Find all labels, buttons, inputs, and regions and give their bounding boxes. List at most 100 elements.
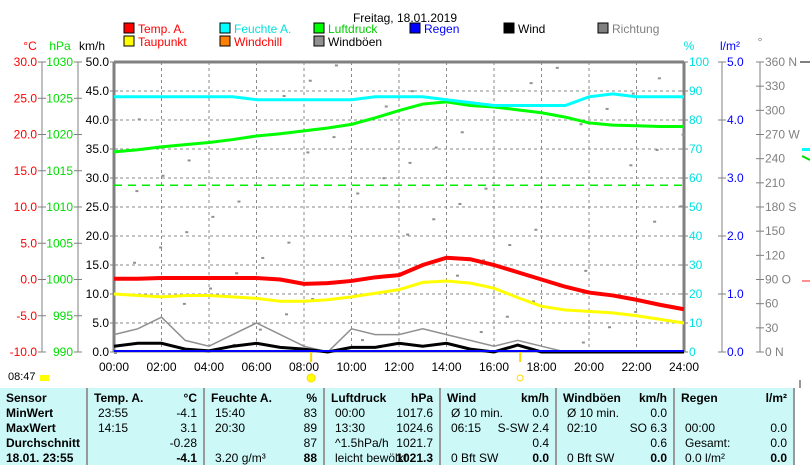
direction-mark <box>133 262 136 264</box>
table-row: MinWert <box>6 406 80 421</box>
direction-mark <box>456 275 459 277</box>
x-tick-label: 08:00 <box>289 360 319 374</box>
legend-swatch-icon <box>124 23 134 33</box>
rain-axis-unit: l/m² <box>720 39 740 53</box>
direction-mark <box>211 216 214 218</box>
column-header: Regen <box>681 391 718 406</box>
direction-mark <box>409 162 412 164</box>
cell-value: -0.28 <box>170 436 197 451</box>
cell-value: 87 <box>304 436 317 451</box>
direction-mark <box>356 193 359 195</box>
cell-label: 20:30 <box>215 421 245 436</box>
x-tick-label: 22:00 <box>621 360 651 374</box>
direction-axis-label: 300 <box>765 103 785 117</box>
cell-value: S-SW 2.4 <box>498 421 549 436</box>
cell-value: 1021.3 <box>396 451 433 466</box>
legend-label: Taupunkt <box>138 35 187 49</box>
direction-mark <box>287 242 290 244</box>
temp-axis-label: 0.0 <box>20 273 37 287</box>
cell-value: -4.1 <box>176 406 197 421</box>
x-tick-label: 12:00 <box>384 360 414 374</box>
cell-value: 0.0 <box>532 451 549 466</box>
humidity-axis-unit: % <box>684 39 695 53</box>
direction-mark <box>406 234 409 236</box>
direction-mark <box>385 106 388 108</box>
cell-label: 13:30 <box>335 421 365 436</box>
cell-value: SO 6.3 <box>630 421 667 436</box>
legend-swatch-icon <box>124 36 134 46</box>
legend-label: Regen <box>424 22 459 36</box>
direction-mark <box>634 311 637 313</box>
wind-axis-label: 0.0 <box>92 345 109 359</box>
direction-mark <box>361 339 364 341</box>
sun-indicator-icon <box>40 375 49 381</box>
table-row: Ø 10 min.0.0 <box>447 406 549 421</box>
next-panel-temp-mark <box>802 280 810 282</box>
humidity-axis-label: 70 <box>689 142 703 156</box>
rain-axis-label: 3.0 <box>727 171 744 185</box>
wind-axis-label: 35.0 <box>86 142 110 156</box>
direction-mark <box>135 190 138 192</box>
direction-mark <box>608 326 611 328</box>
table-header: Sensor <box>6 391 80 406</box>
temp-axis-unit: °C <box>23 39 37 53</box>
temp-axis-label: -10.0 <box>10 345 38 359</box>
rain-axis-label: 0.0 <box>727 345 744 359</box>
legend-label: Windböen <box>328 35 382 49</box>
direction-mark <box>582 342 585 344</box>
cell-value: 0.4 <box>532 436 549 451</box>
legend-label: Luftdruck <box>328 22 378 36</box>
cell-value: 1024.6 <box>396 421 433 436</box>
legend-swatch-icon <box>220 36 230 46</box>
humidity-axis-label: 60 <box>689 171 703 185</box>
humidity-axis-label: 30 <box>689 258 703 272</box>
column-header: Luftdruck <box>331 391 386 406</box>
direction-mark <box>435 147 438 149</box>
direction-mark <box>485 188 488 190</box>
cell-label: 0 Bft SW <box>451 451 498 466</box>
legend-swatch-icon <box>314 36 324 46</box>
table-row: -4.1 <box>94 451 197 466</box>
legend-label: Feuchte A. <box>234 22 291 36</box>
column-header: Feuchte A. <box>211 391 272 406</box>
cell-label: ^1.5hPa/h <box>335 436 389 451</box>
wind-axis-label: 20.0 <box>86 229 110 243</box>
direction-mark <box>411 90 414 92</box>
cell-label: 0.0 l/m² <box>685 451 725 466</box>
x-tick-label: 24:00 <box>669 360 699 374</box>
table-row: Ø 10 min.0.0 <box>563 406 667 421</box>
row-label: Durchschnitt <box>6 436 80 451</box>
legend-swatch-icon <box>410 23 420 33</box>
pressure-axis-label: 995 <box>53 309 73 323</box>
pressure-axis-label: 1000 <box>46 273 73 287</box>
column-header: Temp. A. <box>94 391 143 406</box>
wind-axis-label: 45.0 <box>86 84 110 98</box>
direction-mark <box>162 175 165 177</box>
direction-mark <box>333 136 336 138</box>
direction-mark <box>458 203 461 205</box>
temp-axis-label: 15.0 <box>14 164 38 178</box>
direction-mark <box>656 149 659 151</box>
direction-mark <box>185 231 188 233</box>
direction-mark <box>138 118 141 120</box>
cell-value: 0.6 <box>650 436 667 451</box>
table-row: 13:30 1024.6 <box>331 421 433 436</box>
wind-axis-label: 15.0 <box>86 258 110 272</box>
x-tick-label: 18:00 <box>526 360 556 374</box>
direction-mark <box>382 177 385 179</box>
legend-label: Wind <box>518 22 545 36</box>
row-label: MinWert <box>6 406 53 421</box>
cell-value: 89 <box>304 421 317 436</box>
direction-axis-label: 360 N <box>765 55 797 69</box>
